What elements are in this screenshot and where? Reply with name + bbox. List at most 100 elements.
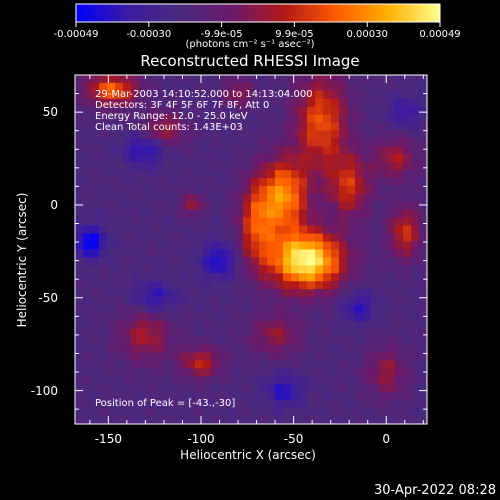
heatmap-cell	[411, 162, 420, 171]
heatmap-cell	[419, 233, 428, 243]
heatmap-cell	[115, 408, 124, 417]
heatmap-cell	[419, 82, 428, 92]
heatmap-cell	[403, 273, 412, 282]
heatmap-cell	[211, 138, 220, 147]
heatmap-cell	[251, 297, 260, 306]
heatmap-cell	[179, 336, 188, 346]
heatmap-cell	[235, 297, 244, 306]
heatmap-cell	[411, 90, 420, 100]
heatmap-cell	[163, 75, 172, 84]
heatmap-cell	[323, 384, 332, 393]
heatmap-cell	[411, 360, 420, 370]
heatmap-cell	[403, 138, 412, 147]
heatmap-cell	[347, 328, 356, 338]
heatmap-cell	[123, 90, 132, 100]
heatmap-cell	[203, 98, 212, 108]
heatmap-cell	[347, 98, 356, 108]
heatmap-cell	[291, 360, 300, 370]
heatmap-cell	[115, 98, 124, 108]
heatmap-cell	[235, 98, 244, 108]
heatmap-cell	[75, 170, 84, 179]
heatmap-cell	[259, 154, 268, 163]
heatmap-cell	[243, 297, 252, 306]
heatmap-cell	[171, 384, 180, 393]
heatmap-cell	[363, 201, 372, 211]
heatmap-cell	[179, 305, 188, 314]
heatmap-cell	[123, 289, 132, 298]
heatmap-cell	[131, 384, 140, 393]
heatmap-cell	[179, 201, 188, 211]
heatmap-cell	[171, 217, 180, 227]
heatmap-cell	[251, 193, 260, 203]
heatmap-cell	[147, 106, 156, 116]
heatmap-cell	[403, 360, 412, 370]
heatmap-cell	[387, 154, 396, 163]
heatmap-cell	[411, 265, 420, 274]
heatmap-cell	[411, 186, 420, 195]
heatmap-cell	[259, 178, 268, 187]
heatmap-cell	[419, 257, 428, 266]
heatmap-cell	[299, 408, 308, 417]
heatmap-cell	[387, 408, 396, 417]
heatmap-cell	[331, 233, 340, 243]
heatmap-cell	[283, 217, 292, 227]
heatmap-cell	[315, 162, 324, 171]
heatmap-cell	[99, 312, 108, 322]
heatmap-cell	[115, 368, 124, 378]
heatmap-cell	[123, 193, 132, 203]
heatmap-cell	[395, 233, 404, 243]
heatmap-cell	[219, 312, 228, 322]
heatmap-cell	[131, 416, 140, 425]
heatmap-cell	[179, 384, 188, 393]
heatmap-cell	[211, 130, 220, 140]
heatmap-cell	[203, 368, 212, 378]
heatmap-cell	[419, 241, 428, 251]
heatmap-cell	[251, 368, 260, 378]
heatmap-cell	[147, 265, 156, 274]
heatmap-cell	[363, 289, 372, 298]
heatmap-cell	[251, 392, 260, 401]
heatmap-cell	[307, 297, 316, 306]
heatmap-cell	[91, 273, 100, 282]
heatmap-cell	[299, 312, 308, 322]
heatmap-cell	[219, 225, 228, 235]
heatmap-cell	[251, 114, 260, 124]
heatmap-cell	[187, 178, 196, 187]
heatmap-cell	[91, 416, 100, 425]
heatmap-cell	[139, 209, 148, 219]
heatmap-cell	[283, 281, 292, 290]
heatmap-cell	[339, 186, 348, 195]
heatmap-cell	[147, 392, 156, 401]
heatmap-cell	[419, 217, 428, 227]
heatmap-cell	[379, 320, 388, 330]
heatmap-cell	[155, 241, 164, 251]
heatmap-cell	[403, 376, 412, 385]
heatmap-cell	[395, 384, 404, 393]
heatmap-cell	[411, 209, 420, 219]
heatmap-cell	[403, 416, 412, 425]
heatmap-cell	[259, 122, 268, 132]
heatmap-cell	[75, 209, 84, 219]
heatmap-cell	[347, 241, 356, 251]
heatmap-cell	[139, 225, 148, 235]
heatmap-cell	[179, 360, 188, 370]
heatmap-cell	[307, 376, 316, 385]
heatmap-cell	[251, 376, 260, 385]
heatmap-cell	[91, 201, 100, 211]
heatmap-cell	[347, 225, 356, 235]
heatmap-cell	[259, 201, 268, 211]
heatmap-cell	[339, 257, 348, 266]
heatmap-cell	[235, 408, 244, 417]
heatmap-cell	[139, 241, 148, 251]
heatmap-cell	[163, 217, 172, 227]
heatmap-cell	[339, 312, 348, 322]
heatmap-cell	[291, 241, 300, 251]
heatmap-cell	[163, 122, 172, 132]
heatmap-cell	[331, 130, 340, 140]
heatmap-cell	[171, 289, 180, 298]
heatmap-cell	[283, 130, 292, 140]
heatmap-cell	[171, 328, 180, 338]
heatmap-cell	[267, 114, 276, 124]
heatmap-cell	[179, 154, 188, 163]
heatmap-cell	[355, 162, 364, 171]
